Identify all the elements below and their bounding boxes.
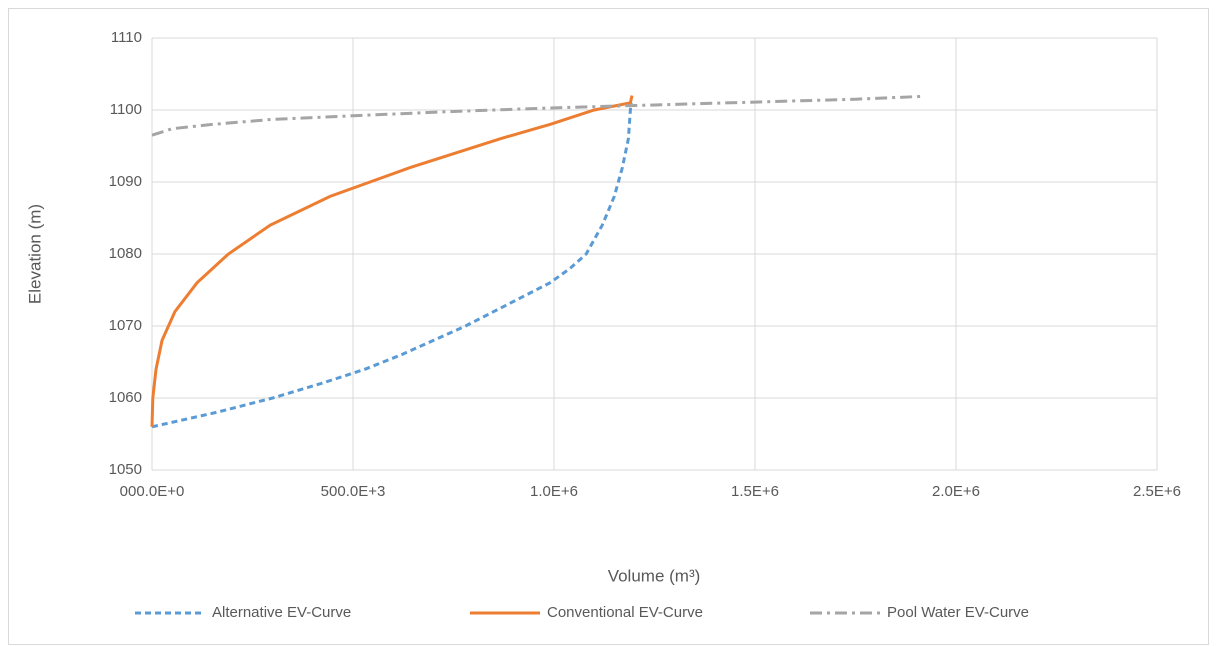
x-tick-label: 500.0E+3: [321, 483, 386, 500]
x-tick-label: 000.0E+0: [120, 483, 185, 500]
y-tick-label: 1110: [111, 29, 142, 46]
y-tick-label: 1070: [109, 317, 142, 334]
x-axis-title: Volume (m³): [608, 566, 701, 585]
y-tick-label: 1080: [109, 245, 142, 262]
x-tick-label: 1.0E+6: [530, 483, 578, 500]
y-axis-title: Elevation (m): [25, 204, 44, 304]
series-line: [151, 102, 633, 429]
legend-label: Conventional EV-Curve: [547, 604, 703, 621]
x-tick-label: 1.5E+6: [731, 483, 779, 500]
legend-label: Alternative EV-Curve: [212, 604, 351, 621]
x-tick-label: 2.5E+6: [1133, 483, 1181, 500]
series-line: [150, 95, 634, 427]
y-tick-label: 1100: [110, 101, 142, 118]
x-tick-label: 2.0E+6: [932, 483, 980, 500]
legend-label: Pool Water EV-Curve: [887, 604, 1029, 621]
chart-frame: [8, 8, 1209, 645]
series-line: [151, 94, 924, 137]
y-tick-label: 1090: [109, 173, 142, 190]
y-tick-label: 1060: [109, 389, 142, 406]
y-tick-label: 1050: [109, 461, 142, 478]
